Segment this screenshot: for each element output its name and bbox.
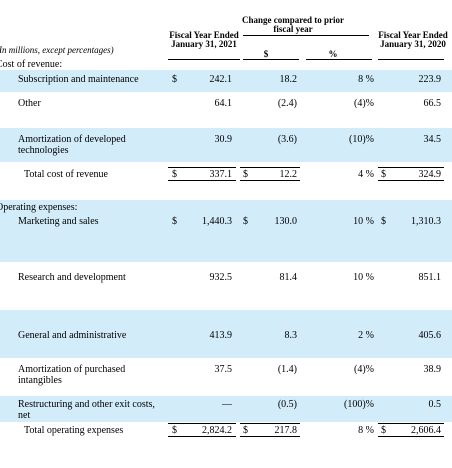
- cell: (1.4): [277, 364, 297, 375]
- cell: 64.1: [214, 98, 233, 109]
- section-heading: Cost of revenue:: [0, 59, 63, 70]
- cell: $: [381, 216, 386, 227]
- row-band: [0, 310, 452, 358]
- cell: 413.9: [209, 330, 233, 341]
- cell: 932.5: [209, 272, 233, 283]
- cell: (100)%: [344, 399, 374, 410]
- cell: $: [172, 425, 177, 436]
- row-label: Research and development: [18, 272, 126, 283]
- cell: 405.6: [418, 330, 442, 341]
- cell: 18.2: [279, 74, 298, 85]
- cell: $: [172, 216, 177, 227]
- total-rule: [240, 167, 300, 168]
- cell: 4 %: [358, 169, 374, 180]
- cell: 1,310.3: [411, 216, 441, 227]
- cell: 30.9: [214, 134, 233, 145]
- row-label: Amortization of developed technologies: [18, 134, 126, 156]
- total-rule: [240, 436, 300, 437]
- column-header: Change compared to prior fiscal year: [241, 15, 345, 34]
- row-band: [0, 396, 452, 422]
- header-rule: [306, 59, 372, 60]
- column-header: Fiscal Year Ended January 31, 2021: [169, 30, 239, 49]
- cell: (4)%: [354, 364, 374, 375]
- cell: 337.1: [209, 169, 233, 180]
- cell: (4)%: [354, 98, 374, 109]
- cell: 0.5: [428, 399, 442, 410]
- row-label: Marketing and sales: [18, 216, 99, 227]
- cell: $: [381, 169, 386, 180]
- total-rule: [378, 180, 444, 181]
- row-label: Restructuring and other exit costs, net: [18, 399, 155, 421]
- row-label: Subscription and maintenance: [18, 74, 139, 85]
- cell: (10)%: [349, 134, 374, 145]
- cell: 8.3: [284, 330, 298, 341]
- cell: (2.4): [277, 98, 297, 109]
- cell: 10 %: [353, 272, 374, 283]
- cell: 1,440.3: [202, 216, 232, 227]
- cell: 38.9: [423, 364, 442, 375]
- cell: 10 %: [353, 216, 374, 227]
- cell: 242.1: [209, 74, 233, 85]
- cell: $: [243, 425, 248, 436]
- total-rule: [378, 167, 444, 168]
- total-rule: [168, 436, 236, 437]
- header-rule: [243, 35, 369, 36]
- cell: 34.5: [423, 134, 442, 145]
- total-rule: [168, 423, 236, 424]
- cell: 37.5: [214, 364, 233, 375]
- cell: —: [222, 399, 232, 410]
- cell: 2,606.4: [411, 425, 441, 436]
- row-band: [0, 128, 452, 162]
- column-header: $: [263, 49, 269, 59]
- cell: (0.5): [277, 399, 297, 410]
- cell: 130.0: [274, 216, 298, 227]
- cell: 2,824.2: [202, 425, 232, 436]
- cell: 324.9: [418, 169, 442, 180]
- cell: $: [172, 169, 177, 180]
- header-rule: [378, 59, 444, 60]
- cell: 81.4: [279, 272, 298, 283]
- total-rule: [168, 167, 236, 168]
- row-label: Total operating expenses: [24, 425, 124, 436]
- row-band: [0, 200, 452, 214]
- row-label: Amortization of purchased intangibles: [18, 364, 126, 386]
- cell: (3.6): [277, 134, 297, 145]
- total-rule: [378, 436, 444, 437]
- cell: 2 %: [358, 330, 374, 341]
- units-note: (In millions, except percentages): [0, 45, 114, 55]
- column-header: Fiscal Year Ended January 31, 2020: [378, 30, 448, 49]
- row-label: General and administrative: [18, 330, 127, 341]
- header-rule: [168, 59, 240, 60]
- total-rule: [240, 180, 300, 181]
- cell: 12.2: [279, 169, 298, 180]
- cell: 851.1: [418, 272, 442, 283]
- column-header: %: [328, 49, 338, 59]
- cell: $: [381, 425, 386, 436]
- cell: $: [172, 74, 177, 85]
- cell: 66.5: [423, 98, 442, 109]
- header-rule: [243, 59, 299, 60]
- row-band: [0, 214, 452, 262]
- cell: 8 %: [358, 74, 374, 85]
- cell: $: [243, 169, 248, 180]
- row-label: Total cost of revenue: [24, 169, 108, 180]
- total-rule: [240, 423, 300, 424]
- cell: 8 %: [358, 425, 374, 436]
- cell: 223.9: [418, 74, 442, 85]
- cell: $: [243, 216, 248, 227]
- section-heading: Operating expenses:: [0, 202, 78, 213]
- total-rule: [378, 423, 444, 424]
- cell: 217.8: [274, 425, 298, 436]
- row-label: Other: [18, 98, 41, 109]
- total-rule: [168, 180, 236, 181]
- row-band: [0, 70, 452, 92]
